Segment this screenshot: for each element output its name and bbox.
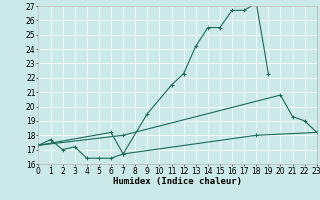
X-axis label: Humidex (Indice chaleur): Humidex (Indice chaleur) bbox=[113, 177, 242, 186]
